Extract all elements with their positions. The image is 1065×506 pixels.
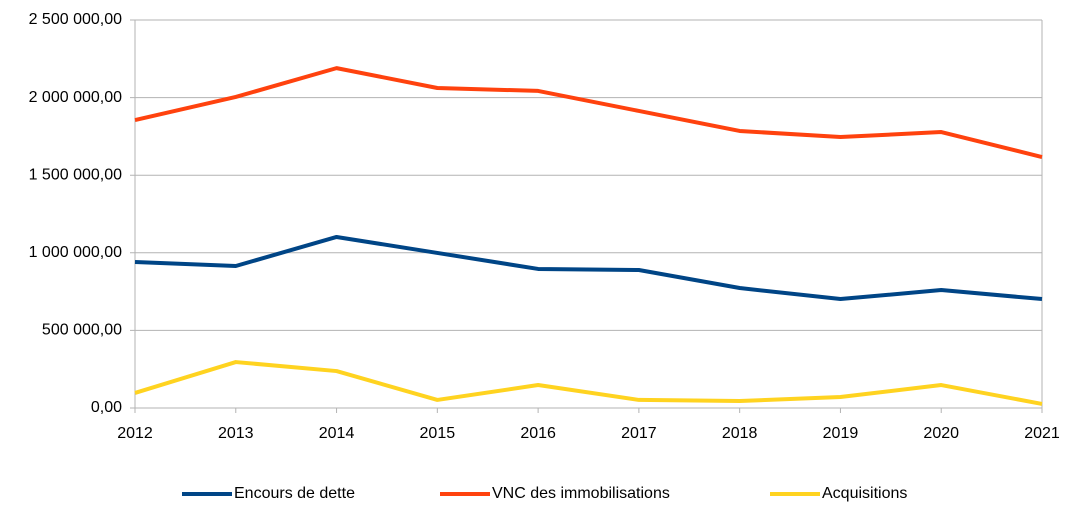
x-tick-label: 2015 — [420, 425, 456, 442]
x-tick-label: 2016 — [520, 425, 556, 442]
x-tick-label: 2014 — [319, 425, 355, 442]
y-tick-label: 0,00 — [91, 399, 122, 416]
legend-label: Encours de dette — [234, 485, 355, 502]
x-tick-label: 2013 — [218, 425, 254, 442]
x-tick-label: 2019 — [823, 425, 859, 442]
y-tick-label: 2 500 000,00 — [29, 11, 123, 28]
x-tick-label: 2021 — [1024, 425, 1060, 442]
x-tick-label: 2012 — [117, 425, 153, 442]
legend-label: VNC des immobilisations — [492, 485, 670, 502]
y-tick-label: 1 000 000,00 — [29, 244, 123, 261]
line-series — [134, 234, 1043, 302]
line-series — [134, 360, 1043, 406]
y-tick-label: 500 000,00 — [42, 322, 122, 339]
y-tick-label: 2 000 000,00 — [29, 89, 123, 106]
y-tick-label: 1 500 000,00 — [29, 166, 123, 183]
legend-label: Acquisitions — [822, 485, 907, 502]
x-tick-label: 2020 — [923, 425, 959, 442]
x-tick-label: 2017 — [621, 425, 657, 442]
x-tick-label: 2018 — [722, 425, 758, 442]
line-series — [134, 66, 1043, 159]
